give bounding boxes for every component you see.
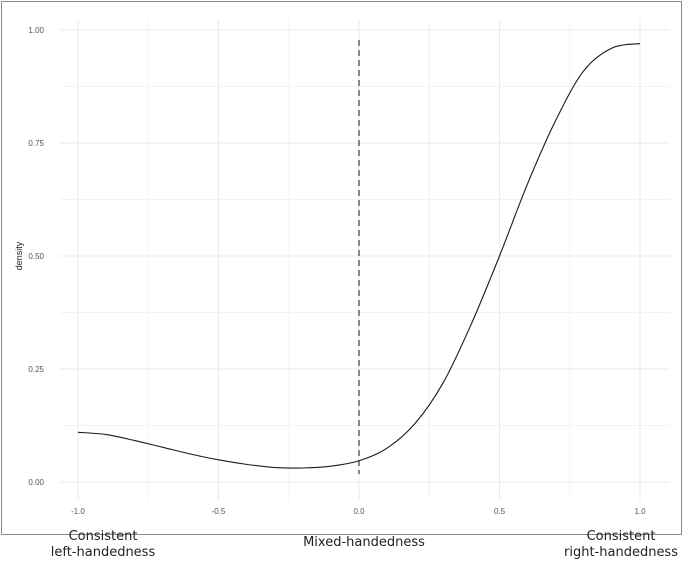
density-curve [77, 43, 641, 469]
y-axis-ticks: 0.00 0.25 0.50 0.75 1.00 [28, 26, 44, 487]
x-axis-ticks: -1.0 -0.5 0.0 0.5 1.0 [71, 507, 646, 516]
x-tick-label: -0.5 [212, 507, 226, 516]
y-tick-label: 0.50 [28, 252, 44, 261]
x-tick-label: 0.0 [353, 507, 365, 516]
right-annotation-line-2: right-handedness [564, 545, 678, 560]
right-annotation-line-1: Consistent [586, 529, 656, 544]
x-tick-label: -1.0 [71, 507, 85, 516]
chart-frame [1, 1, 682, 535]
right-annotation: Consistent right-handedness [560, 529, 682, 561]
left-annotation: Consistent left-handedness [42, 529, 164, 561]
x-tick-label: 0.5 [494, 507, 506, 516]
center-annotation: Mixed-handedness [284, 535, 444, 551]
y-tick-label: 1.00 [28, 26, 44, 35]
left-annotation-line-2: left-handedness [50, 545, 156, 560]
left-annotation-line-1: Consistent [68, 529, 138, 544]
y-axis-label: density [14, 241, 24, 270]
x-tick-label: 1.0 [634, 507, 646, 516]
grid [60, 20, 670, 500]
y-tick-label: 0.25 [28, 365, 44, 374]
y-tick-label: 0.00 [28, 478, 44, 487]
center-annotation-text: Mixed-handedness [303, 535, 425, 550]
series-group [77, 43, 641, 469]
y-tick-label: 0.75 [28, 139, 44, 148]
